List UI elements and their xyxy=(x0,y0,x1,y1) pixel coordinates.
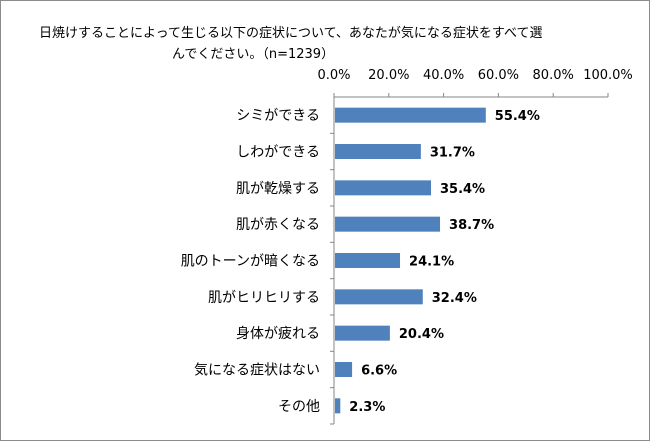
x-tick-label: 100.0% xyxy=(583,68,633,83)
bar xyxy=(335,216,441,232)
bar xyxy=(335,289,423,305)
chart-title-line2: んでください。（n=1239） xyxy=(172,47,335,62)
value-label: 6.6% xyxy=(361,364,397,379)
category-label: 肌が乾燥する xyxy=(236,181,320,197)
x-tick-label: 80.0% xyxy=(533,68,574,83)
value-label: 32.4% xyxy=(432,291,477,306)
x-tick-label: 20.0% xyxy=(368,68,409,83)
value-label: 2.3% xyxy=(349,400,385,415)
category-label: 肌のトーンが暗くなる xyxy=(181,254,320,270)
category-label: 肌がヒリヒリする xyxy=(208,290,320,306)
category-label: 身体が疲れる xyxy=(236,325,320,342)
x-tick-label: 60.0% xyxy=(478,68,519,83)
value-label: 38.7% xyxy=(449,218,494,233)
bar xyxy=(335,144,421,159)
category-label: シミができる xyxy=(236,108,320,124)
value-label: 31.7% xyxy=(430,146,475,161)
x-tick-label: 0.0% xyxy=(317,68,350,83)
category-label: その他 xyxy=(278,399,320,415)
bar xyxy=(335,253,401,268)
x-tick-label: 40.0% xyxy=(423,68,464,83)
bar xyxy=(335,398,341,414)
chart-title-line1: 日焼けすることによって生じる以下の症状について、あなたが気になる症状をすべて選 xyxy=(39,26,543,41)
bar xyxy=(335,180,431,196)
value-label: 55.4% xyxy=(495,109,540,124)
chart-title: 日焼けすることによって生じる以下の症状について、あなたが気になる症状をすべて選 … xyxy=(39,23,599,65)
category-label: 気になる症状はない xyxy=(194,363,320,379)
category-label: 肌が赤くなる xyxy=(236,217,320,233)
value-label: 24.1% xyxy=(409,255,454,270)
bar xyxy=(335,362,353,377)
value-label: 35.4% xyxy=(440,182,485,197)
category-label: しわができる xyxy=(236,145,320,161)
bar xyxy=(335,325,390,341)
bar xyxy=(335,107,486,123)
value-label: 20.4% xyxy=(399,327,444,342)
